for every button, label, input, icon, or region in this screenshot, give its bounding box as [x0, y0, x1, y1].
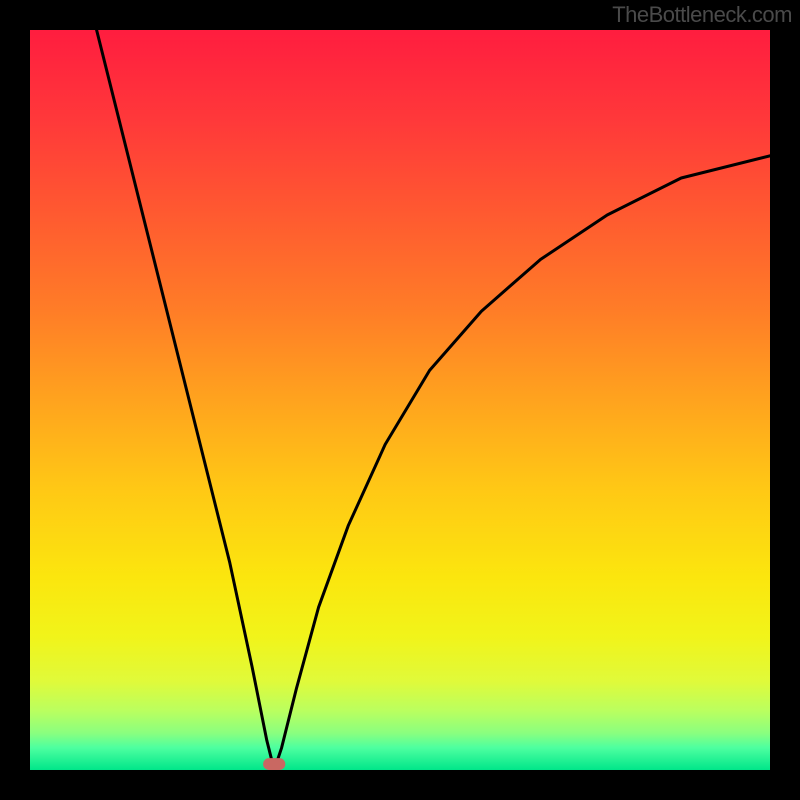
minimum-marker	[263, 758, 285, 770]
gradient-background	[30, 30, 770, 770]
bottleneck-chart	[30, 30, 770, 770]
watermark-text: TheBottleneck.com	[612, 2, 792, 28]
chart-svg	[30, 30, 770, 770]
